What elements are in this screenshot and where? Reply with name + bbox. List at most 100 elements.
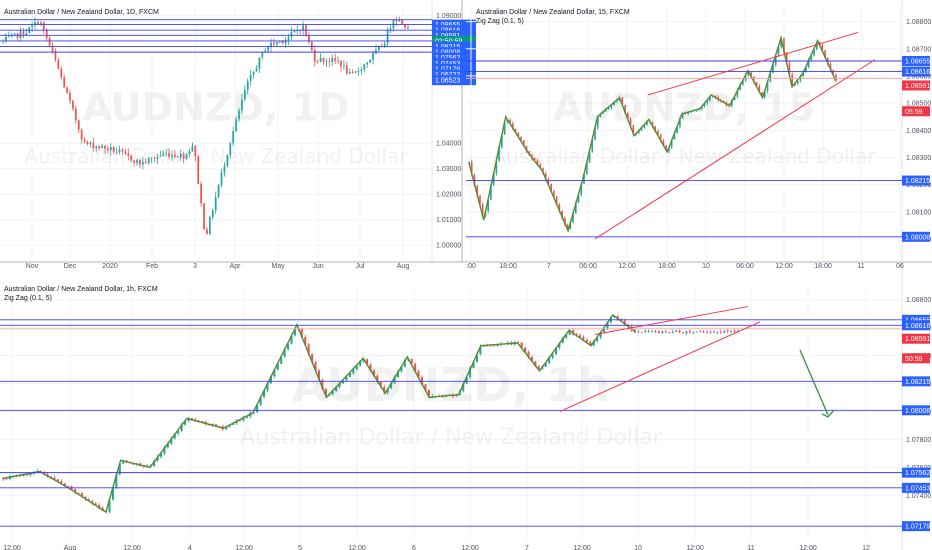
candle-body <box>258 57 261 69</box>
candle-body <box>104 145 106 149</box>
candle-body <box>372 53 374 60</box>
candle-body <box>690 111 692 113</box>
candle-body <box>813 49 815 56</box>
candle-body <box>537 365 540 370</box>
candle-body <box>63 483 66 487</box>
candle-body <box>256 405 259 413</box>
y-tick-label: 1.08800 <box>906 297 931 304</box>
candle-body <box>501 134 503 148</box>
candle-body <box>141 161 144 165</box>
candle-body <box>74 108 77 121</box>
candle-body <box>517 132 520 137</box>
candle-body <box>211 424 214 425</box>
candle-body <box>354 71 357 73</box>
candle-body <box>550 183 552 192</box>
candle-body <box>577 194 580 203</box>
candle-body <box>554 347 557 355</box>
candle-body <box>777 46 780 57</box>
candle-body <box>51 45 54 52</box>
price-tag-label: 05:59 <box>905 109 923 116</box>
candle-body <box>580 183 583 195</box>
candle-body <box>661 331 664 333</box>
candle-body <box>190 418 193 420</box>
candle-body <box>469 368 472 378</box>
candle-body <box>525 145 528 152</box>
candle-body <box>832 69 835 75</box>
price-tag-label: 1.08616 <box>905 323 930 330</box>
price-tag-label: 1.07453 <box>905 485 930 492</box>
candle-body <box>337 60 339 62</box>
candle-body <box>121 149 124 152</box>
candle-body <box>60 481 63 484</box>
price-tag-box <box>432 19 476 30</box>
y-tick-label: 1.08100 <box>906 209 931 216</box>
candle-body <box>747 72 750 76</box>
candle-body <box>712 331 715 333</box>
candle-body <box>637 331 640 333</box>
candle-body <box>372 370 375 376</box>
candle-body <box>159 155 162 157</box>
candle-body <box>53 477 56 480</box>
candle-body <box>377 46 380 50</box>
candle-body <box>816 41 818 50</box>
price-tag-label: 1.08008 <box>905 234 930 241</box>
y-tick-label: 1.03000 <box>436 166 461 173</box>
candle-body <box>688 331 691 333</box>
candle-body <box>321 379 324 389</box>
candle-body <box>566 224 569 230</box>
candle-body <box>166 443 169 448</box>
candle-body <box>270 42 272 47</box>
trend-line-lower <box>559 321 761 412</box>
watermark-name: Australian Dollar / New Zealand Dollar <box>24 144 408 168</box>
candle-body <box>45 29 48 39</box>
candle-body <box>40 22 42 25</box>
candle-body <box>829 64 832 70</box>
x-tick-label: 10 <box>702 263 710 270</box>
candle-body <box>427 389 430 397</box>
candle-body <box>278 40 281 43</box>
candle-body <box>86 141 89 144</box>
candle-body <box>118 463 121 475</box>
candle-body <box>479 346 482 355</box>
y-tick-label: 1.08300 <box>906 155 931 162</box>
candle-body <box>267 46 270 51</box>
candle-body <box>22 31 25 36</box>
candle-body <box>340 61 342 67</box>
price-tag-box <box>432 75 476 86</box>
forecast-arrow-head <box>821 409 835 418</box>
candle-body <box>414 363 417 371</box>
candle-body <box>293 30 296 33</box>
candle-body <box>173 433 176 439</box>
price-tag-box <box>902 467 930 478</box>
candle-body <box>651 122 654 127</box>
price-tag-box <box>902 320 930 331</box>
y-tick-label: 1.07800 <box>906 437 931 444</box>
candle-body <box>726 330 729 332</box>
candle-body <box>355 365 358 370</box>
candle-body <box>98 504 101 508</box>
candle-body <box>92 142 95 149</box>
candle-body <box>115 474 118 489</box>
candle-body <box>487 199 489 212</box>
candle-body <box>304 337 307 345</box>
candle-body <box>730 330 733 332</box>
candle-body <box>296 30 299 32</box>
candle-body <box>733 96 736 101</box>
candle-body <box>758 85 761 93</box>
candle-body <box>341 380 345 384</box>
candle-body <box>539 164 542 168</box>
candle-body <box>13 33 16 35</box>
x-tick-label: Apr <box>230 263 242 270</box>
candle-body <box>482 346 485 347</box>
candle-body <box>235 119 237 132</box>
candle-body <box>261 52 264 58</box>
x-tick-label: 06:00 <box>736 263 754 270</box>
candle-body <box>299 30 302 32</box>
candle-body <box>284 40 287 44</box>
candle-body <box>640 128 643 131</box>
price-tag-box <box>902 376 930 387</box>
candle-body <box>572 213 574 223</box>
candle-body <box>252 71 255 75</box>
candle-body <box>390 383 393 389</box>
candle-body <box>676 126 678 134</box>
